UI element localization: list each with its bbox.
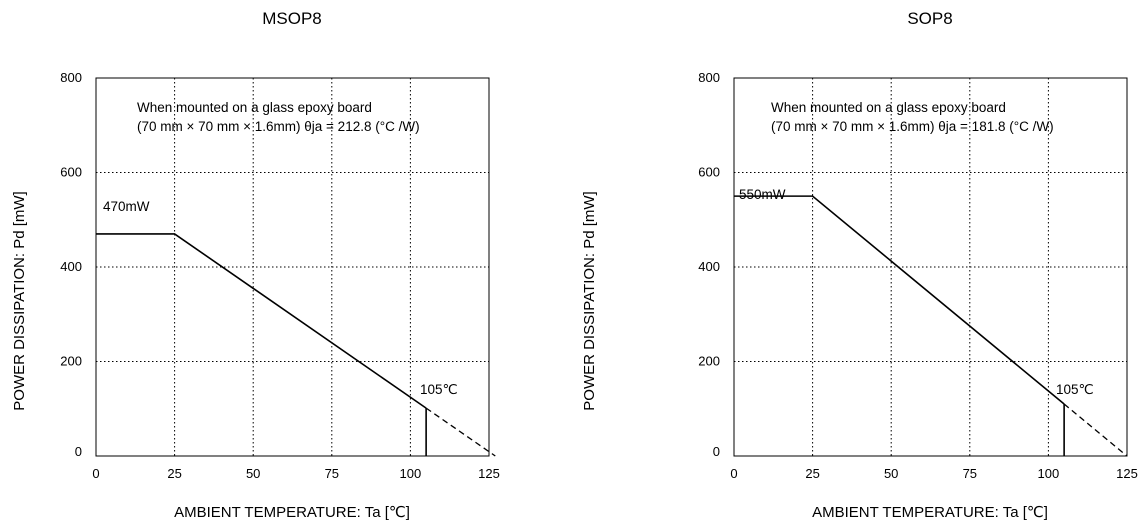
pd-curve-extrapolation (425, 407, 496, 457)
x-axis-label: AMBIENT TEMPERATURE: Ta [℃] (812, 504, 1048, 521)
chart-msop8-svg: MSOP8 0 200 400 600 800 0 25 50 75 100 1… (11, 9, 500, 521)
temp-label: 105℃ (1056, 382, 1094, 397)
temp-label: 105℃ (420, 382, 458, 397)
plot-area-frame (733, 77, 1128, 457)
annotation-line-2: (70 mm × 70 mm × 1.6mm) θja = 181.8 (°C … (771, 119, 1054, 134)
x-tick-label: 0 (730, 466, 737, 481)
x-tick-label: 25 (167, 466, 181, 481)
power-label: 470mW (103, 199, 150, 214)
y-tick-label: 400 (60, 259, 82, 274)
x-tick-label: 25 (805, 466, 819, 481)
x-axis-label: AMBIENT TEMPERATURE: Ta [℃] (174, 504, 410, 521)
y-tick-label: 800 (60, 70, 82, 85)
y-axis-label: POWER DISSIPATION: Pd [mW] (11, 191, 28, 410)
y-tick-label: 200 (698, 354, 720, 369)
y-axis-label: POWER DISSIPATION: Pd [mW] (581, 191, 598, 410)
x-tick-label: 50 (246, 466, 260, 481)
chart-title: SOP8 (907, 9, 952, 28)
chart-msop8: MSOP8 0 200 400 600 800 0 25 50 75 100 1… (11, 9, 500, 521)
chart-sop8-svg: SOP8 0 200 400 600 800 0 25 50 75 100 12… (581, 9, 1138, 521)
y-tick-label: 600 (60, 165, 82, 180)
x-tick-label: 75 (325, 466, 339, 481)
y-tick-label: 600 (698, 165, 720, 180)
y-tick-label: 400 (698, 259, 720, 274)
x-tick-label: 50 (884, 466, 898, 481)
pd-curve-extrapolation (1063, 403, 1128, 457)
x-tick-label: 0 (92, 466, 99, 481)
y-tick-label: 0 (713, 444, 720, 459)
y-tick-label: 200 (60, 354, 82, 369)
grid-lines (734, 78, 1127, 456)
grid-lines (96, 78, 489, 456)
annotation-line-1: When mounted on a glass epoxy board (771, 100, 1006, 115)
x-tick-label: 125 (478, 466, 500, 481)
y-tick-label: 0 (75, 444, 82, 459)
x-tick-label: 100 (400, 466, 422, 481)
x-tick-label: 100 (1038, 466, 1060, 481)
chart-sop8: SOP8 0 200 400 600 800 0 25 50 75 100 12… (573, 0, 1146, 529)
power-label: 550mW (739, 187, 786, 202)
pd-curve-solid (734, 195, 1065, 405)
x-tick-label: 75 (963, 466, 977, 481)
pd-curve-solid (96, 233, 427, 409)
chart-title: MSOP8 (262, 9, 322, 28)
annotation-line-2: (70 mm × 70 mm × 1.6mm) θja = 212.8 (°C … (137, 119, 420, 134)
annotation-line-1: When mounted on a glass epoxy board (137, 100, 372, 115)
x-tick-label: 125 (1116, 466, 1138, 481)
plot-area-frame (95, 77, 490, 457)
y-tick-label: 800 (698, 70, 720, 85)
